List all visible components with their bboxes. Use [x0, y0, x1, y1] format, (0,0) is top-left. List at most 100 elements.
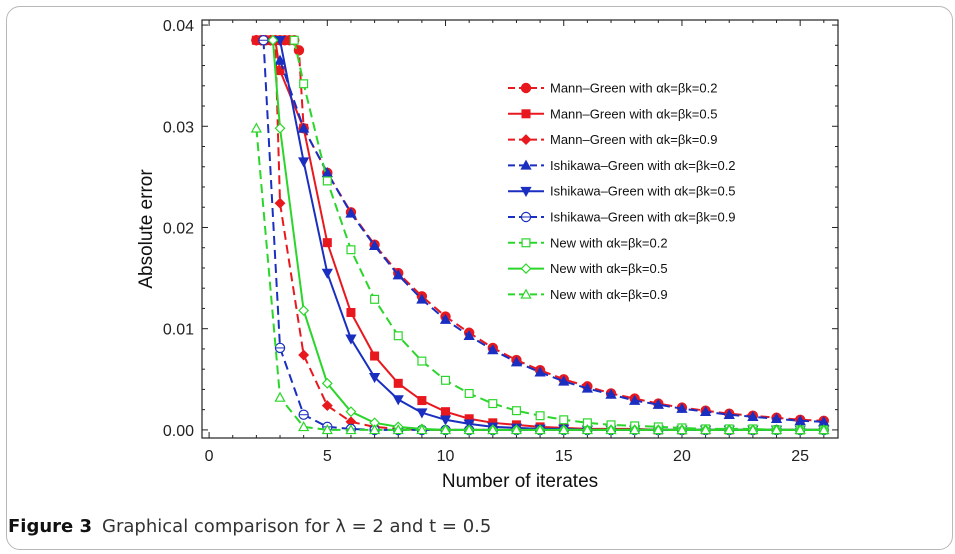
- data-point: [393, 331, 403, 341]
- data-point: [818, 424, 830, 435]
- data-point: [439, 424, 452, 435]
- y-tick-label: 0.03: [163, 119, 194, 136]
- legend-item: New with αk=βk=0.2: [508, 235, 668, 250]
- data-point: [652, 424, 664, 435]
- data-point: [439, 313, 452, 324]
- data-point: [392, 269, 404, 280]
- plot-frame: [201, 19, 839, 439]
- data-point: [510, 424, 523, 435]
- legend-item: New with αk=βk=0.9: [508, 287, 668, 302]
- data-point: [368, 372, 381, 384]
- data-point: [676, 402, 688, 413]
- data-point: [463, 424, 475, 435]
- y-tick-label: 0.00: [163, 423, 194, 440]
- data-point: [534, 424, 546, 435]
- series-line: [256, 39, 824, 422]
- data-point: [416, 424, 428, 435]
- data-point: [321, 377, 333, 389]
- data-point: [747, 410, 759, 422]
- figure-caption: Figure 3 Graphical comparison for λ = 2 a…: [8, 516, 491, 537]
- data-point: [417, 396, 427, 406]
- data-point: [605, 388, 617, 399]
- legend-label: Ishikawa–Green with αk=βk=0.2: [550, 158, 736, 173]
- x-tick-label: 0: [205, 448, 214, 465]
- data-point: [322, 176, 332, 186]
- series-line: [279, 60, 824, 423]
- data-point: [581, 382, 594, 393]
- data-point: [298, 122, 310, 133]
- data-point: [723, 408, 735, 420]
- legend-item: Ishikawa–Green with αk=βk=0.9: [508, 210, 736, 225]
- data-point: [770, 424, 783, 435]
- caption-text: Graphical comparison for λ = 2 and t = 0…: [102, 516, 492, 537]
- data-point: [794, 424, 806, 435]
- data-point: [487, 424, 499, 435]
- data-point: [535, 411, 545, 421]
- data-point: [345, 334, 357, 345]
- data-point: [345, 406, 357, 418]
- legend-item: Ishikawa–Green with αk=βk=0.2: [508, 158, 736, 173]
- data-point: [392, 424, 404, 435]
- legend-marker: [521, 238, 531, 248]
- data-point: [274, 391, 286, 402]
- series-line: [255, 128, 824, 431]
- x-tick-label: 15: [555, 448, 573, 465]
- data-point: [558, 375, 570, 386]
- data-point: [345, 424, 357, 435]
- data-point: [441, 375, 451, 385]
- caption-label: Figure 3: [8, 516, 93, 537]
- legend-item: Ishikawa–Green with αk=βk=0.5: [508, 184, 736, 199]
- data-point: [488, 399, 498, 409]
- legend-label: Mann–Green with αk=βk=0.2: [550, 81, 717, 96]
- legend-label: New with αk=βk=0.2: [550, 235, 668, 250]
- legend-label: Ishikawa–Green with αk=βk=0.9: [550, 210, 736, 225]
- legend-item: Mann–Green with αk=βk=0.9: [508, 132, 717, 147]
- data-point: [699, 405, 712, 416]
- series-8: [267, 34, 830, 436]
- legend-marker: [520, 288, 532, 299]
- data-point: [298, 157, 310, 168]
- axes: 0 5 10 15 20 25 0.00 0.01 0.02 0.03 0.04: [163, 18, 838, 465]
- data-point: [298, 349, 310, 361]
- x-tick-label: 20: [673, 448, 691, 465]
- data-point: [392, 395, 404, 406]
- data-point: [441, 407, 451, 417]
- data-point: [299, 79, 309, 89]
- figure-card: [6, 6, 953, 550]
- y-tick-label: 0.01: [163, 322, 194, 339]
- data-point: [510, 356, 523, 367]
- data-point: [370, 294, 380, 304]
- legend-label: Mann–Green with αk=βk=0.5: [550, 106, 717, 121]
- legend-marker: [520, 134, 532, 146]
- data-point: [345, 207, 357, 218]
- y-axis-label: Absolute error: [136, 169, 157, 289]
- data-point: [289, 35, 299, 45]
- data-point: [559, 415, 569, 425]
- data-point: [416, 408, 428, 419]
- data-point: [558, 424, 570, 435]
- data-point: [267, 34, 279, 46]
- data-point: [487, 344, 499, 355]
- legend-marker: [520, 186, 532, 198]
- data-point: [652, 398, 664, 409]
- data-point: [770, 412, 783, 424]
- data-point: [274, 197, 286, 209]
- data-point: [250, 122, 262, 133]
- data-point: [346, 245, 356, 255]
- legend-label: New with αk=βk=0.5: [550, 261, 668, 276]
- data-point: [321, 268, 333, 279]
- series-9: [250, 122, 830, 435]
- data-point: [370, 351, 380, 361]
- data-point: [699, 424, 712, 435]
- legend-marker: [520, 82, 532, 94]
- y-tick-label: 0.04: [163, 18, 194, 35]
- data-point: [534, 366, 546, 377]
- data-point: [298, 421, 310, 432]
- data-point: [321, 424, 333, 435]
- data-point: [393, 378, 403, 388]
- data-point: [676, 424, 688, 435]
- data-point: [747, 424, 759, 435]
- data-point: [274, 122, 286, 134]
- legend-label: New with αk=βk=0.9: [550, 287, 668, 302]
